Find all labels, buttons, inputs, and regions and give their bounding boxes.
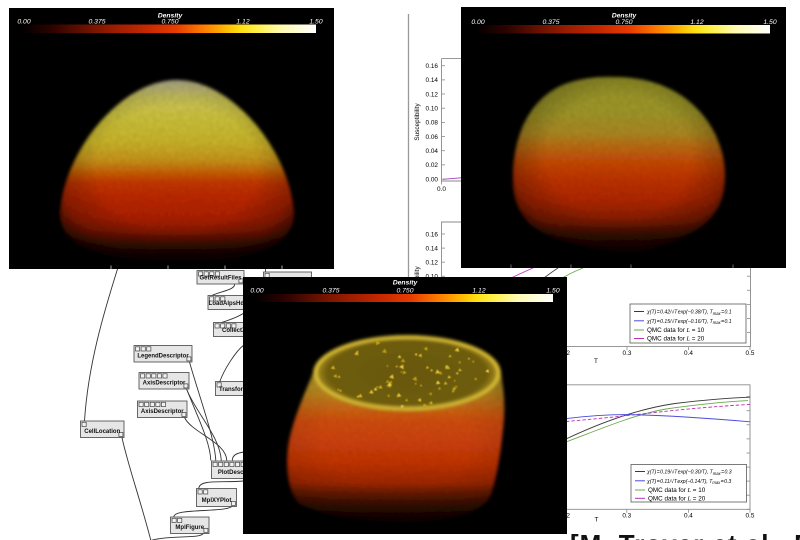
svg-text:0.00: 0.00 bbox=[471, 19, 484, 26]
svg-text:MplXYPlot: MplXYPlot bbox=[202, 498, 232, 504]
svg-text:1.12: 1.12 bbox=[236, 19, 249, 26]
svg-text:0.375: 0.375 bbox=[542, 19, 559, 26]
svg-text:0.00: 0.00 bbox=[250, 288, 263, 295]
svg-text:0.5: 0.5 bbox=[746, 513, 755, 520]
svg-text:0.04: 0.04 bbox=[426, 148, 439, 155]
svg-text:1.50: 1.50 bbox=[763, 19, 776, 26]
svg-text:0.02: 0.02 bbox=[426, 162, 439, 169]
svg-text:0.12: 0.12 bbox=[426, 260, 439, 267]
svg-text:0.00: 0.00 bbox=[426, 176, 439, 183]
svg-text:T: T bbox=[594, 358, 598, 365]
svg-text:Density: Density bbox=[158, 13, 184, 20]
svg-text:0.10: 0.10 bbox=[426, 106, 439, 113]
svg-text:0.3: 0.3 bbox=[622, 513, 631, 520]
svg-text:0.0: 0.0 bbox=[437, 186, 446, 193]
svg-text:0.06: 0.06 bbox=[426, 134, 439, 141]
svg-text:1.50: 1.50 bbox=[309, 19, 322, 26]
svg-text:0.750: 0.750 bbox=[615, 19, 632, 26]
svg-text:1.50: 1.50 bbox=[546, 288, 559, 295]
svg-text:0.14: 0.14 bbox=[426, 77, 439, 84]
svg-text:CollectXY: CollectXY bbox=[222, 328, 250, 334]
svg-text:0.16: 0.16 bbox=[426, 63, 439, 70]
svg-text:AxisDescriptor: AxisDescriptor bbox=[141, 409, 184, 415]
svg-text:PlotDescript: PlotDescript bbox=[218, 470, 253, 476]
svg-text:AxisDescriptor: AxisDescriptor bbox=[143, 381, 186, 387]
svg-text:0.4: 0.4 bbox=[684, 350, 693, 357]
svg-text:LegendDescriptor: LegendDescriptor bbox=[137, 354, 189, 360]
svg-text:TransformProp: TransformProp bbox=[219, 387, 262, 393]
svg-text:0.3: 0.3 bbox=[623, 350, 632, 357]
svg-text:χ(T) = 0.11/√T exp(−0.14/T), T: χ(T) = 0.11/√T exp(−0.14/T), Tmax = 0.3 bbox=[646, 478, 731, 485]
svg-text:0.00: 0.00 bbox=[17, 19, 30, 26]
svg-text:QMC data for L = 10: QMC data for L = 10 bbox=[647, 327, 705, 334]
svg-text:χ(T) = 0.15/√T exp(−0.16/T), T: χ(T) = 0.15/√T exp(−0.16/T), Tmax = 0.1 bbox=[646, 318, 732, 325]
svg-text:0.16: 0.16 bbox=[426, 231, 439, 238]
svg-text:Density: Density bbox=[393, 280, 419, 287]
svg-text:MplFigure: MplFigure bbox=[175, 525, 204, 531]
svg-text:1.12: 1.12 bbox=[472, 288, 485, 295]
svg-text:QMC data for L = 20: QMC data for L = 20 bbox=[648, 496, 706, 503]
svg-text:QMC data for L = 10: QMC data for L = 10 bbox=[648, 487, 706, 494]
svg-text:0.14: 0.14 bbox=[426, 245, 439, 252]
svg-text:T: T bbox=[595, 517, 599, 524]
svg-text:0.375: 0.375 bbox=[322, 288, 339, 295]
svg-text:1.12: 1.12 bbox=[690, 19, 703, 26]
svg-text:0.750: 0.750 bbox=[161, 19, 178, 26]
svg-text:0.4: 0.4 bbox=[684, 513, 693, 520]
svg-text:GetResultFiles: GetResultFiles bbox=[199, 276, 242, 282]
svg-text:0.5: 0.5 bbox=[746, 350, 755, 357]
svg-text:χ(T) = 0.42/√T exp(−0.38/T), T: χ(T) = 0.42/√T exp(−0.38/T), Tmax = 0.1 bbox=[646, 309, 732, 316]
svg-text:Susceptibility: Susceptibility bbox=[414, 103, 421, 141]
svg-text:χ(T) = 0.19/√T exp(−0.30/T), T: χ(T) = 0.19/√T exp(−0.30/T), Tmax = 0.3 bbox=[646, 469, 732, 476]
svg-text:LoadAlpsHdf5: LoadAlpsHdf5 bbox=[209, 301, 250, 307]
svg-text:0.12: 0.12 bbox=[426, 91, 439, 98]
svg-text:QMC data for L = 20: QMC data for L = 20 bbox=[647, 336, 705, 343]
svg-text:0.08: 0.08 bbox=[426, 120, 439, 127]
svg-text:0.750: 0.750 bbox=[396, 288, 413, 295]
svg-text:0.375: 0.375 bbox=[88, 19, 105, 26]
svg-text:CellLocation: CellLocation bbox=[84, 429, 120, 435]
svg-text:Density: Density bbox=[612, 13, 638, 20]
